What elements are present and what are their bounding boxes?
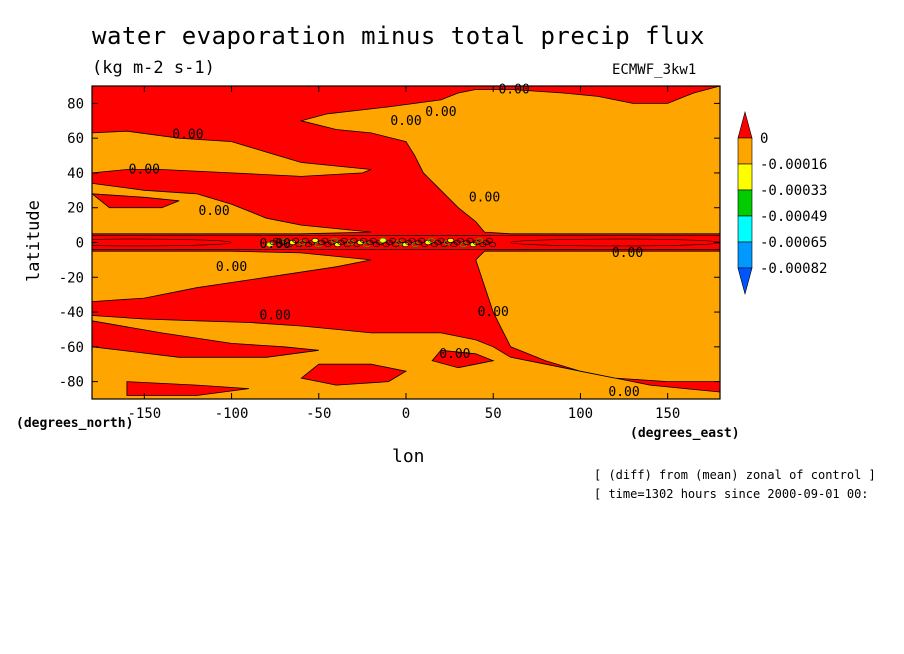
equatorial-small-contour [321,237,329,243]
colorbar-level-label: -0.00033 [760,183,827,199]
equatorial-small-contour [398,237,406,243]
contour-label: 0.00 [260,237,291,252]
y-unit-label: (degrees_north) [16,416,134,431]
equatorial-small-contour [485,237,493,243]
annotation-line-2: [ time=1302 hours since 2000-09-01 00: [594,487,869,501]
y-tick-label: 40 [67,166,84,182]
region-level-neg00016 [92,182,372,235]
x-unit-label: (degrees_east) [630,426,740,441]
region-level-0 [92,193,180,209]
equatorial-small-contour [272,237,280,243]
contour-label: 0.00 [260,309,291,324]
contour-label: 0.00 [172,128,203,143]
equatorial-small-contour [282,237,290,243]
x-tick-label: 100 [568,406,593,422]
colorbar-legend: 0 -0.00016 -0.00033 -0.00049 -0.00065 -0.0008… [737,110,827,296]
equatorial-small-contour [311,237,319,243]
contour-label: 0.00 [498,82,529,97]
equatorial-small-contour [330,237,339,243]
contour-label: 0.00 [469,190,500,205]
contour-field [92,86,720,399]
contour-label: 0.00 [390,114,421,129]
equatorial-small-contour [379,237,387,243]
chart-title: water evaporation minus total precip flu… [92,22,705,50]
y-tick-label: -20 [59,270,84,286]
colorbar-segment [737,163,753,191]
equatorial-small-contour [350,237,358,243]
region-level-neg00016 [92,315,720,399]
chart-subtitle: (kg m-2 s-1) [92,58,215,78]
x-tick-label: -150 [127,406,161,422]
equatorial-small-contour [437,237,445,243]
equatorial-small-contour [466,237,474,243]
equatorial-small-contour [476,237,484,243]
colorbar-bottom-arrow [737,267,753,296]
region-level-0 [126,381,250,396]
y-tick-label: 80 [67,96,84,112]
x-tick-label: -50 [306,406,331,422]
equatorial-small-contour [447,237,455,243]
colorbar-top-arrow [737,110,753,139]
colorbar-level-label: 0 [760,131,768,147]
y-ticks: 80 60 40 20 0 -20 -40 -60 -80 [59,96,720,391]
colorbar-segment [737,189,753,217]
region-level-neg00016 [475,250,720,383]
equatorial-contour-west [92,238,232,247]
colorbar-segment [737,241,753,269]
y-tick-label: -80 [59,375,84,391]
region-level-neg00016 [92,250,372,303]
colorbar-level-label: -0.00016 [760,157,827,173]
equatorial-small-contour [340,237,348,243]
x-axis-label: lon [392,446,425,467]
colorbar-level-label: -0.00082 [760,261,827,277]
equatorial-small-contour [489,242,497,248]
region-level-0 [431,349,495,369]
x-tick-label: -100 [215,406,249,422]
model-label: ECMWF_3kw1 [612,62,697,78]
colorbar-segment [737,137,753,165]
equatorial-small-contour [408,237,416,243]
contour-label: 0.00 [439,347,470,362]
x-tick-label: 150 [655,406,680,422]
equatorial-small-contour [427,237,435,243]
region-level-0 [92,320,319,358]
equatorial-small-contour [292,237,300,243]
contour-label: 0.00 [216,260,247,275]
equatorial-small-contour [389,237,397,243]
contour-label: 0.00 [425,105,456,120]
y-tick-label: 60 [67,131,84,147]
contour-label: 0.00 [478,305,509,320]
colorbar-level-label: -0.00065 [760,235,827,251]
equatorial-small-contour [369,237,377,243]
x-tick-label: 50 [485,406,502,422]
y-tick-label: 20 [67,201,84,217]
colorbar-level-label: -0.00049 [760,209,827,225]
region-level-neg00016 [92,130,372,177]
equatorial-small-contour [301,237,309,243]
contour-label: 0.00 [612,246,643,261]
y-tick-label: -60 [59,340,84,356]
x-tick-label: 0 [402,406,410,422]
y-tick-label: -40 [59,305,84,321]
region-level-0 [300,363,408,386]
contour-label: 0.00 [198,204,229,219]
annotation-line-1: [ (diff) from (mean) zonal of control ] [594,468,876,482]
y-tick-label: 0 [76,236,84,252]
x-ticks: -150 -100 -50 0 50 100 150 [127,86,680,422]
equatorial-small-contour [359,237,368,243]
equatorial-small-contour [456,237,464,243]
region-level-neg00016 [299,86,720,235]
equatorial-small-contour [418,237,426,243]
colorbar-segment [737,215,753,243]
contour-labels: 0.00 0.00 0.00 0.00 0.00 0.00 0.00 0.00 0.00 0.00… [129,82,644,400]
contour-label: 0.00 [129,162,160,177]
contour-label: 0.00 [608,385,639,400]
